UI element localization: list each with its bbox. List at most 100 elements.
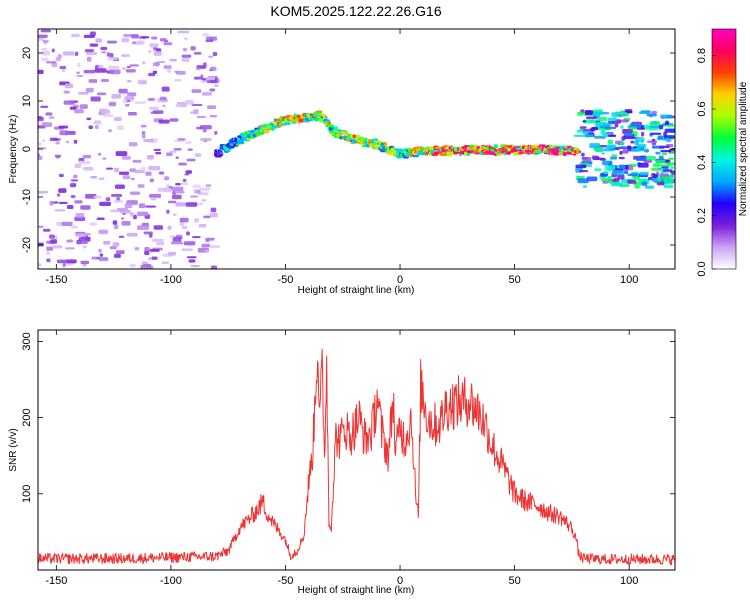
heatmap-noise-cell — [171, 186, 184, 191]
heatmap-noise-cell — [188, 259, 196, 263]
heatmap-noise-cell — [619, 150, 623, 155]
heatmap-noise-cell — [199, 202, 203, 206]
heatmap-noise-cell — [149, 43, 159, 48]
heatmap-noise-cell — [596, 117, 608, 122]
heatmap-noise-cell — [40, 105, 49, 109]
heatmap-noise-cell — [134, 101, 146, 104]
heatmap-noise-cell — [661, 152, 668, 155]
heatmap-signal-cell — [271, 126, 275, 131]
heatmap-noise-cell — [660, 114, 673, 119]
heatmap-signal-cell — [318, 118, 324, 123]
heatmap-noise-cell — [627, 127, 638, 130]
heatmap-noise-cell — [586, 176, 598, 182]
y-tick-label: 10 — [21, 95, 33, 107]
heatmap-noise-cell — [158, 119, 170, 124]
heatmap-noise-cell — [630, 140, 635, 144]
heatmap-noise-cell — [581, 152, 585, 157]
heatmap-noise-cell — [108, 129, 113, 133]
heatmap-noise-cell — [129, 64, 139, 67]
heatmap-noise-cell — [167, 251, 177, 256]
heatmap-noise-cell — [148, 106, 159, 110]
heatmap-noise-cell — [620, 125, 624, 129]
heatmap-noise-cell — [90, 31, 96, 36]
colorbar-tick-label: 0.8 — [696, 48, 708, 63]
heatmap-signal-cell — [237, 140, 245, 145]
colorbar-tick-label: 0.4 — [696, 155, 708, 170]
heatmap-noise-cell — [106, 167, 113, 170]
heatmap-noise-cell — [42, 50, 50, 56]
heatmap-noise-cell — [58, 173, 64, 178]
heatmap-noise-cell — [596, 157, 604, 160]
heatmap-noise-cell — [620, 112, 628, 116]
heatmap-noise-cell — [582, 128, 593, 132]
heatmap-noise-cell — [107, 40, 117, 44]
heatmap-noise-cell — [183, 241, 196, 246]
heatmap-noise-cell — [42, 40, 49, 43]
heatmap-signal-cell — [550, 145, 554, 149]
heatmap-noise-cell — [58, 125, 69, 129]
heatmap-noise-cell — [121, 155, 131, 160]
heatmap-noise-cell — [66, 239, 74, 243]
heatmap-noise-cell — [70, 179, 79, 182]
heatmap-noise-cell — [585, 110, 594, 116]
heatmap-noise-cell — [172, 213, 177, 217]
heatmap-signal-cell — [219, 151, 224, 155]
heatmap-noise-cell — [111, 93, 121, 99]
heatmap-noise-cell — [158, 171, 165, 175]
heatmap-noise-cell — [649, 132, 662, 135]
heatmap-noise-cell — [78, 91, 89, 95]
heatmap-noise-cell — [126, 232, 138, 237]
heatmap-noise-cell — [182, 178, 187, 182]
heatmap-noise-cell — [618, 164, 626, 170]
heatmap-noise-cell — [196, 116, 206, 119]
heatmap-noise-cell — [209, 245, 221, 248]
heatmap-noise-cell — [193, 52, 202, 55]
heatmap-noise-cell — [93, 195, 102, 199]
heatmap-noise-cell — [611, 182, 623, 187]
heatmap-noise-cell — [121, 67, 126, 70]
heatmap-noise-cell — [208, 55, 214, 58]
heatmap-noise-cell — [65, 140, 70, 144]
heatmap-noise-cell — [577, 178, 589, 184]
heatmap-noise-cell — [64, 83, 74, 89]
heatmap-noise-cell — [185, 231, 190, 236]
heatmap-noise-cell — [141, 261, 148, 264]
heatmap-noise-cell — [153, 148, 161, 152]
heatmap-noise-cell — [65, 259, 77, 264]
heatmap-noise-cell — [126, 80, 132, 83]
heatmap-noise-cell — [621, 136, 626, 141]
heatmap-noise-cell — [88, 79, 98, 83]
heatmap-noise-cell — [82, 245, 87, 249]
y-tick-label: 300 — [21, 332, 33, 350]
heatmap-noise-cell — [134, 247, 140, 251]
heatmap-noise-cell — [149, 178, 154, 183]
heatmap-noise-cell — [45, 112, 53, 116]
heatmap-signal-cell — [274, 118, 281, 123]
heatmap-noise-cell — [622, 128, 633, 134]
heatmap-noise-cell — [577, 111, 584, 116]
heatmap-noise-cell — [152, 238, 164, 242]
heatmap-noise-cell — [671, 171, 675, 175]
heatmap-noise-cell — [190, 264, 200, 268]
snr-y-label: SNR (v/v) — [8, 428, 19, 471]
heatmap-noise-cell — [40, 29, 51, 33]
heatmap-noise-cell — [159, 96, 167, 101]
heatmap-noise-cell — [90, 96, 101, 102]
heatmap-noise-cell — [113, 167, 120, 173]
heatmap-noise-cell — [205, 238, 210, 243]
heatmap-noise-cell — [58, 188, 67, 193]
heatmap-noise-cell — [181, 58, 190, 62]
x-tick-label: 0 — [397, 575, 403, 587]
heatmap-noise-cell — [98, 257, 109, 262]
heatmap-signal-cell — [575, 149, 580, 154]
colorbar-tick-label: 0.0 — [696, 261, 708, 276]
heatmap-noise-cell — [70, 225, 78, 229]
heatmap-noise-cell — [145, 171, 152, 176]
heatmap-signal-cell — [278, 122, 284, 127]
heatmap-noise-cell — [149, 193, 162, 198]
heatmap-noise-cell — [634, 185, 640, 189]
heatmap-noise-cell — [663, 184, 674, 189]
heatmap-noise-cell — [184, 101, 195, 105]
heatmap-noise-cell — [95, 38, 102, 43]
heatmap-noise-cell — [123, 34, 134, 37]
